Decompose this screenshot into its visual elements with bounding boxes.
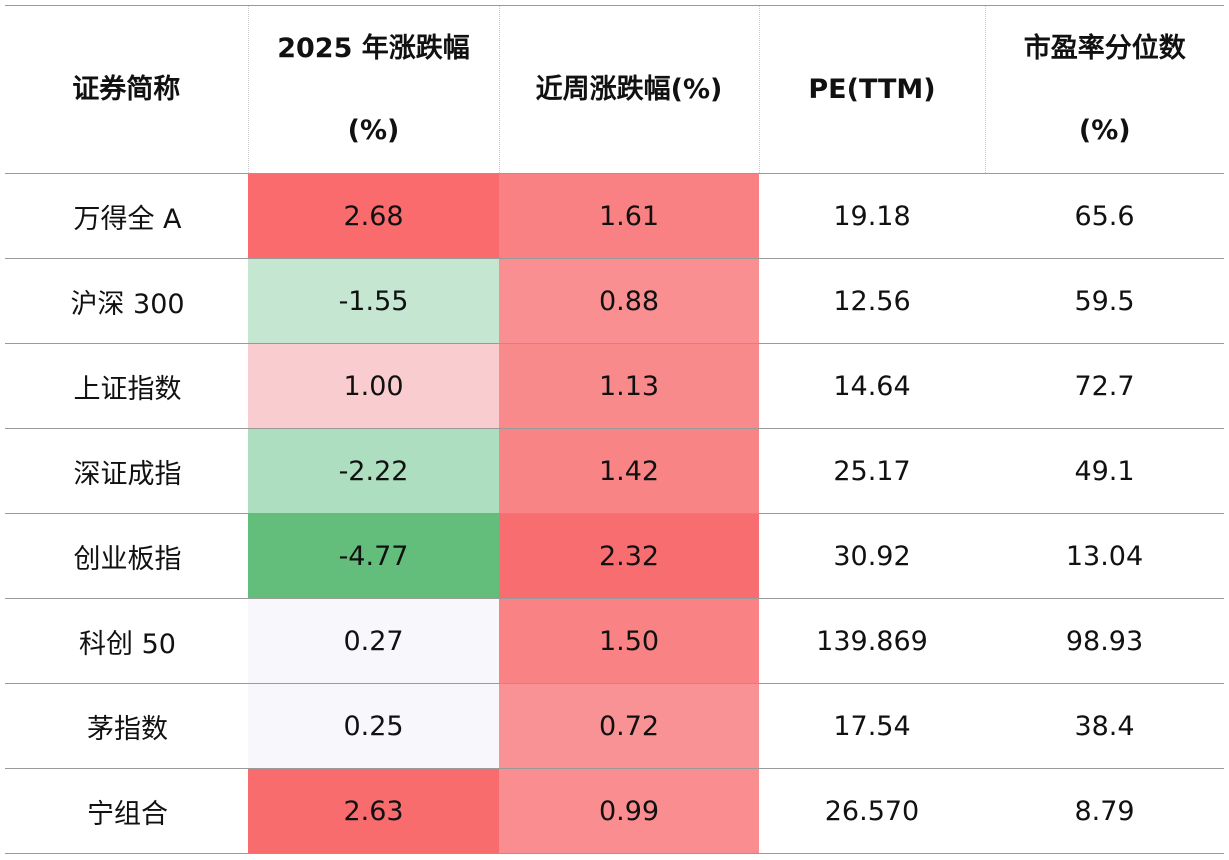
cell-name: 深证成指 [5, 428, 248, 514]
cell-pe-ttm: 12.56 [759, 258, 985, 344]
table-row: 深证成指 -2.22 1.42 25.17 49.1 [5, 428, 1224, 514]
header-week-change: 近周涨跌幅(%) [498, 5, 760, 174]
cell-name: 上证指数 [5, 343, 248, 429]
cell-ytd-change: -4.77 [248, 513, 499, 599]
cell-pe-percentile: 65.6 [985, 173, 1224, 259]
header-ytd-change: 2025 年涨跌幅 (%) [247, 5, 500, 174]
cell-week-change: 1.50 [499, 598, 759, 684]
cell-ytd-change: 2.63 [248, 768, 499, 854]
header-pe-percentile: 市盈率分位数 (%) [984, 5, 1224, 174]
cell-week-change: 1.42 [499, 428, 759, 514]
cell-pe-ttm: 14.64 [759, 343, 985, 429]
cell-pe-percentile: 49.1 [985, 428, 1224, 514]
cell-ytd-change: 2.68 [248, 173, 499, 259]
cell-pe-ttm: 139.869 [759, 598, 985, 684]
cell-pe-ttm: 30.92 [759, 513, 985, 599]
cell-ytd-change: -1.55 [248, 258, 499, 344]
cell-name: 创业板指 [5, 513, 248, 599]
cell-pe-percentile: 8.79 [985, 768, 1224, 854]
cell-pe-ttm: 19.18 [759, 173, 985, 259]
cell-pe-ttm: 25.17 [759, 428, 985, 514]
market-valuation-table: 证券简称 2025 年涨跌幅 (%) 近周涨跌幅(%) PE(TTM) 市盈率分位… [5, 5, 1224, 854]
header-row: 证券简称 2025 年涨跌幅 (%) 近周涨跌幅(%) PE(TTM) 市盈率分位… [5, 5, 1224, 174]
header-pe-ttm: PE(TTM) [758, 5, 986, 174]
cell-pe-ttm: 17.54 [759, 683, 985, 769]
cell-name: 科创 50 [5, 598, 248, 684]
cell-ytd-change: 0.27 [248, 598, 499, 684]
cell-pe-percentile: 72.7 [985, 343, 1224, 429]
table-row: 创业板指 -4.77 2.32 30.92 13.04 [5, 513, 1224, 599]
table-row: 万得全 A 2.68 1.61 19.18 65.6 [5, 173, 1224, 259]
cell-week-change: 1.13 [499, 343, 759, 429]
cell-pe-percentile: 98.93 [985, 598, 1224, 684]
cell-week-change: 0.72 [499, 683, 759, 769]
cell-week-change: 0.99 [499, 768, 759, 854]
table-row: 茅指数 0.25 0.72 17.54 38.4 [5, 683, 1224, 769]
cell-ytd-change: 1.00 [248, 343, 499, 429]
cell-ytd-change: 0.25 [248, 683, 499, 769]
header-name: 证券简称 [5, 5, 249, 174]
cell-pe-percentile: 38.4 [985, 683, 1224, 769]
cell-name: 宁组合 [5, 768, 248, 854]
cell-name: 茅指数 [5, 683, 248, 769]
cell-name: 沪深 300 [5, 258, 248, 344]
table-row: 科创 50 0.27 1.50 139.869 98.93 [5, 598, 1224, 684]
cell-pe-ttm: 26.570 [759, 768, 985, 854]
table-header: 证券简称 2025 年涨跌幅 (%) 近周涨跌幅(%) PE(TTM) 市盈率分位… [5, 5, 1224, 174]
cell-name: 万得全 A [5, 173, 248, 259]
cell-week-change: 2.32 [499, 513, 759, 599]
table-row: 上证指数 1.00 1.13 14.64 72.7 [5, 343, 1224, 429]
cell-ytd-change: -2.22 [248, 428, 499, 514]
cell-pe-percentile: 59.5 [985, 258, 1224, 344]
cell-week-change: 0.88 [499, 258, 759, 344]
table-row: 沪深 300 -1.55 0.88 12.56 59.5 [5, 258, 1224, 344]
cell-week-change: 1.61 [499, 173, 759, 259]
cell-pe-percentile: 13.04 [985, 513, 1224, 599]
table-row: 宁组合 2.63 0.99 26.570 8.79 [5, 768, 1224, 854]
table-body: 万得全 A 2.68 1.61 19.18 65.6 沪深 300 -1.55 0.88 12.… [5, 173, 1224, 854]
